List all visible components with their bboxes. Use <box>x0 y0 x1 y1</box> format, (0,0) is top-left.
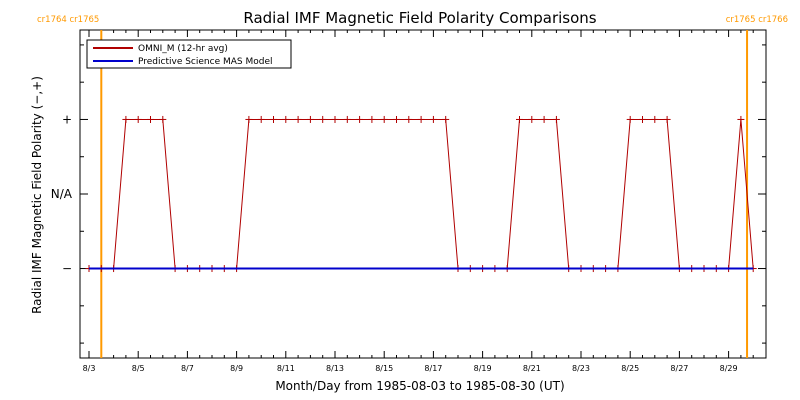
data-point-omni <box>380 115 388 123</box>
y-tick-label: + <box>62 112 72 126</box>
x-tick-label: 8/9 <box>230 364 243 373</box>
x-tick-label: 8/5 <box>132 364 145 373</box>
x-tick-label: 8/7 <box>181 364 194 373</box>
data-point-omni <box>516 115 523 123</box>
carrington-rotation-label-left: cr1764 cr1765 <box>37 15 99 25</box>
y-axis-ticks: − N/A + <box>51 44 766 344</box>
data-point-omni <box>257 115 265 123</box>
data-point-omni <box>639 115 646 123</box>
x-tick-label: 8/13 <box>326 364 344 373</box>
data-point-omni <box>159 115 167 123</box>
legend-box <box>86 39 292 69</box>
x-axis-ticks: 8/3 8/5 8/7 8/9 8/11 8/13 8/15 8/17 8/19 8/21 8/23… <box>83 30 754 373</box>
x-tick-label: 8/29 <box>720 364 738 373</box>
x-tick-label: 8/15 <box>375 364 393 373</box>
data-point-omni <box>393 115 400 123</box>
data-point-omni <box>122 115 130 123</box>
data-point-omni <box>343 115 351 123</box>
x-tick-label: 8/23 <box>572 364 590 373</box>
data-point-omni <box>294 115 302 123</box>
data-point-omni <box>356 115 364 123</box>
x-tick-label: 8/25 <box>621 364 639 373</box>
data-point-omni <box>319 115 327 123</box>
data-point-omni <box>245 115 253 123</box>
x-tick-label: 8/17 <box>424 364 442 373</box>
data-point-omni <box>737 115 745 123</box>
x-tick-label: 8/11 <box>277 364 295 373</box>
y-tick-label: − <box>62 262 72 276</box>
data-point-omni <box>552 115 560 123</box>
data-point-omni <box>429 115 437 123</box>
legend-label-mas: Predictive Science MAS Model <box>138 57 273 67</box>
data-point-omni <box>442 115 450 123</box>
legend-label-omni: OMNI_M (12-hr avg) <box>138 44 228 54</box>
data-point-omni <box>282 115 290 123</box>
x-axis-label: Month/Day from 1985-08-03 to 1985-08-30 … <box>275 379 564 393</box>
data-point-omni <box>528 115 536 123</box>
plot-frame <box>79 29 767 359</box>
data-point-omni <box>134 115 142 123</box>
x-tick-label: 8/21 <box>523 364 541 373</box>
x-tick-label: 8/27 <box>670 364 688 373</box>
data-point-omni <box>663 115 671 123</box>
x-tick-label: 8/3 <box>83 364 96 373</box>
data-point-omni <box>405 115 413 123</box>
data-point-omni <box>270 115 277 123</box>
data-point-omni <box>368 115 376 123</box>
data-point-omni <box>651 115 659 123</box>
data-point-omni <box>306 115 314 123</box>
x-tick-label: 8/19 <box>474 364 492 373</box>
chart-title: Radial IMF Magnetic Field Polarity Compa… <box>243 9 596 27</box>
y-axis-label: Radial IMF Magnetic Field Polarity (−,+) <box>30 76 44 314</box>
series-line-omni <box>89 118 754 270</box>
data-point-omni <box>147 115 154 123</box>
data-point-omni <box>626 115 634 123</box>
data-point-omni <box>331 115 339 123</box>
carrington-rotation-label-right: cr1765 cr1766 <box>726 15 788 25</box>
series-layer <box>85 115 757 273</box>
legend: OMNI_M (12-hr avg) Predictive Science MA… <box>86 39 292 69</box>
data-point-omni <box>417 115 425 123</box>
data-point-omni <box>540 115 548 123</box>
y-tick-label: N/A <box>51 187 73 201</box>
carrington-rotation-lines <box>100 30 749 358</box>
